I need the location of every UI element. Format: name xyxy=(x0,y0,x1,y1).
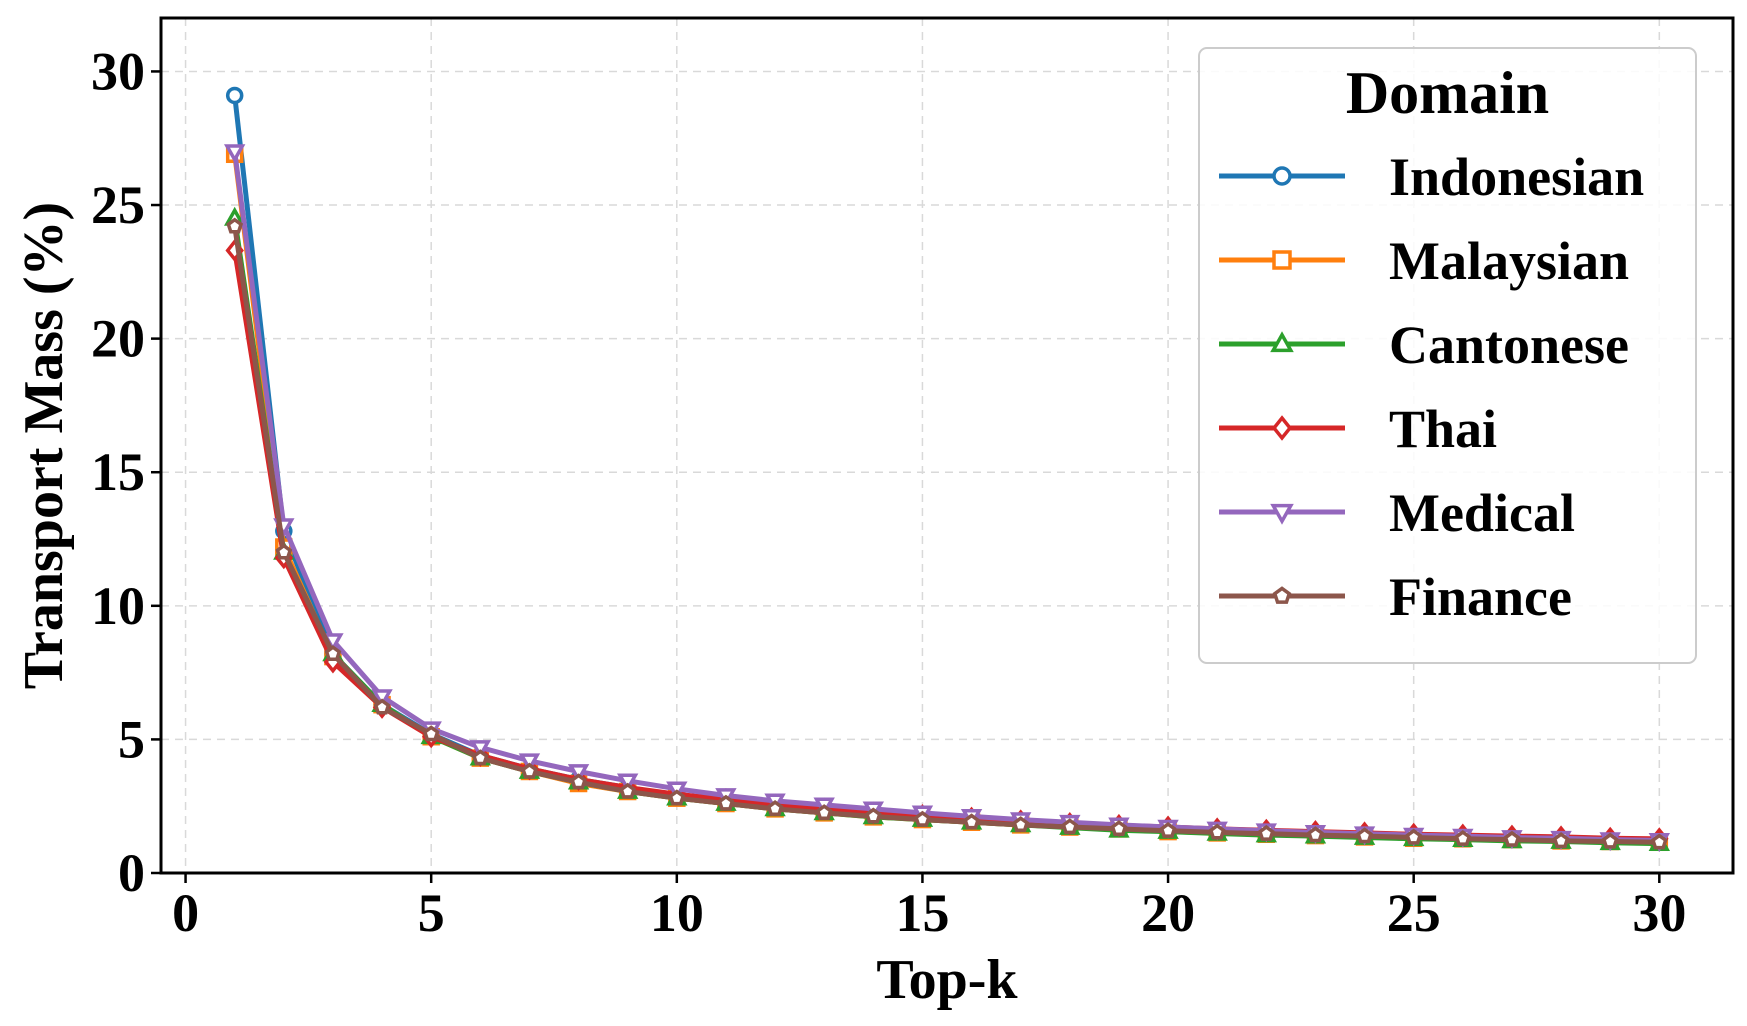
data-point-finance xyxy=(570,773,587,790)
data-point-finance xyxy=(963,813,980,830)
data-point-finance xyxy=(373,698,391,715)
series-finance xyxy=(226,217,1668,850)
y-tick-label: 25 xyxy=(91,175,145,235)
data-point-indonesian xyxy=(225,86,244,105)
legend-item-medical: Medical xyxy=(1219,483,1575,543)
data-point-finance xyxy=(275,543,293,560)
data-point-finance xyxy=(766,800,784,817)
data-point-finance xyxy=(1208,823,1226,840)
x-tick-label: 5 xyxy=(418,883,445,943)
data-point-medical xyxy=(518,753,541,773)
data-point-finance xyxy=(422,725,440,742)
x-tick-label: 20 xyxy=(1141,883,1195,943)
axis-ticks: 0 5 10 15 20 25 30 0 5 10 15 20 25 30 xyxy=(91,41,1686,943)
y-tick-label: 10 xyxy=(91,576,145,636)
x-tick-label: 0 xyxy=(172,883,199,943)
y-tick-label: 20 xyxy=(91,309,145,369)
legend-marker-indonesian xyxy=(1272,166,1292,186)
data-point-finance xyxy=(1110,820,1128,837)
legend-marker-thai xyxy=(1271,415,1293,441)
legend-marker-cantonese xyxy=(1270,331,1294,353)
y-tick-label: 30 xyxy=(91,41,145,101)
legend: Domain Indonesian Malaysian Cantonese Thai M… xyxy=(1198,47,1697,664)
x-tick-label: 15 xyxy=(895,883,949,943)
data-point-medical xyxy=(223,144,246,164)
data-point-finance xyxy=(717,794,735,811)
series-lines xyxy=(223,86,1671,853)
data-point-finance xyxy=(619,782,637,799)
data-point-finance xyxy=(1061,818,1079,835)
data-point-finance xyxy=(1454,829,1472,846)
y-tick-label: 0 xyxy=(118,843,145,903)
data-point-finance xyxy=(324,645,342,662)
data-point-medical xyxy=(567,764,590,784)
legend-item-finance: Finance xyxy=(1219,567,1572,627)
data-point-medical xyxy=(469,740,492,760)
data-point-finance xyxy=(471,749,489,766)
data-point-finance xyxy=(864,807,882,824)
legend-title: Domain xyxy=(1346,60,1549,126)
data-point-finance xyxy=(521,762,538,779)
legend-label-medical: Medical xyxy=(1389,483,1575,543)
plot-frame xyxy=(159,16,1735,875)
data-point-medical xyxy=(371,689,393,709)
data-point-finance xyxy=(1601,832,1619,849)
legend-label-indonesian: Indonesian xyxy=(1389,147,1644,207)
legend-marker-finance xyxy=(1272,586,1292,604)
data-point-finance xyxy=(1650,833,1668,850)
legend-item-cantonese: Cantonese xyxy=(1219,315,1629,375)
legend-label-cantonese: Cantonese xyxy=(1389,315,1629,375)
legend-item-malaysian: Malaysian xyxy=(1219,231,1629,291)
data-point-finance xyxy=(1552,832,1570,849)
data-point-finance xyxy=(226,217,244,234)
data-point-finance xyxy=(1503,830,1521,847)
data-point-finance xyxy=(1012,816,1030,833)
y-tick-label: 15 xyxy=(91,442,145,502)
legend-label-finance: Finance xyxy=(1389,567,1572,627)
legend-marker-medical xyxy=(1270,503,1294,525)
legend-items: Indonesian Malaysian Cantonese Thai Medical F… xyxy=(1219,147,1644,627)
series-line-finance xyxy=(232,226,1660,845)
legend-box xyxy=(1198,47,1697,664)
legend-item-indonesian: Indonesian xyxy=(1219,147,1644,207)
data-point-finance xyxy=(914,810,931,827)
data-point-medical xyxy=(616,773,639,793)
legend-label-thai: Thai xyxy=(1389,399,1497,459)
x-tick-label: 30 xyxy=(1632,883,1686,943)
x-tick-label: 25 xyxy=(1387,883,1441,943)
data-point-finance xyxy=(1257,824,1275,841)
data-point-finance xyxy=(668,789,686,806)
y-tick-label: 5 xyxy=(118,709,145,769)
legend-label-malaysian: Malaysian xyxy=(1389,231,1629,291)
x-tick-label: 10 xyxy=(650,883,704,943)
data-point-finance xyxy=(1356,827,1373,844)
y-axis-title: Transport Mass (%) xyxy=(13,202,75,689)
data-point-finance xyxy=(1159,821,1177,838)
data-point-finance xyxy=(815,804,833,821)
legend-item-thai: Thai xyxy=(1219,399,1497,459)
data-point-finance xyxy=(1307,826,1324,843)
legend-marker-malaysian xyxy=(1272,250,1292,270)
x-axis-title: Top-k xyxy=(876,949,1018,1011)
data-point-finance xyxy=(1405,828,1423,845)
